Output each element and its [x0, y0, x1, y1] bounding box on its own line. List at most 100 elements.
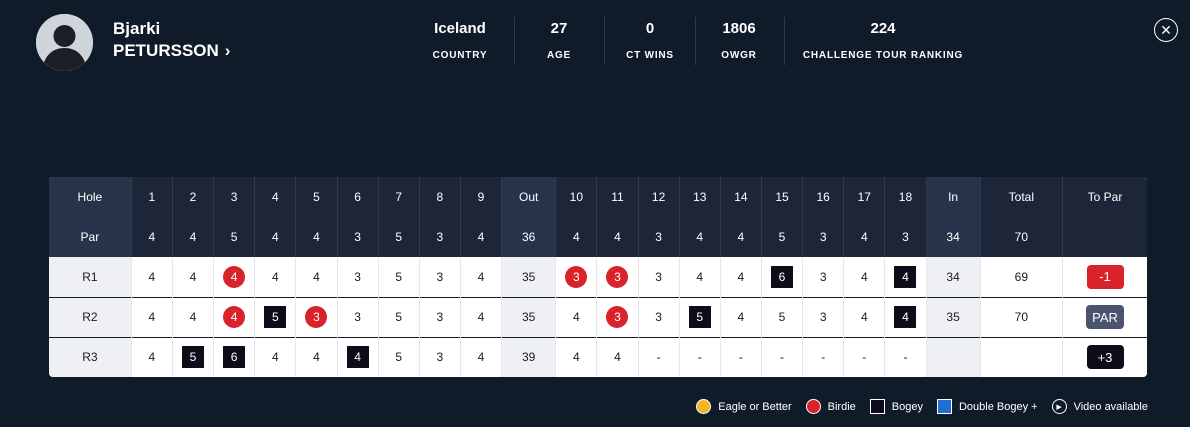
player-header: Bjarki PETURSSON › Iceland COUNTRY 27 AG… — [0, 0, 1190, 90]
legend-label: Birdie — [827, 400, 856, 413]
par-cell: 36 — [501, 217, 557, 257]
round-row-r2: R2 4 4 4 5 3 3 5 3 4 35 4 3 3 5 4 5 3 4 4 35 70 PAR — [49, 296, 1147, 337]
stat-label: AGE — [546, 50, 572, 61]
stat-value: 224 — [870, 20, 896, 37]
stat-ct-wins: 0 CT WINS — [614, 18, 686, 70]
score-cell: 4 — [213, 257, 256, 297]
score-cell: 4 — [295, 257, 338, 297]
score-cell: 5 — [378, 257, 420, 297]
bogey-marker: 6 — [223, 346, 246, 369]
hole-header: 5 — [295, 177, 338, 217]
subtotal-cell: 35 — [501, 257, 557, 297]
par-cell — [1062, 217, 1147, 257]
score-cell: 3 — [596, 257, 639, 297]
player-avatar — [36, 14, 93, 71]
score-cell: 4 — [555, 336, 598, 377]
legend-item-play: ▶ Video available — [1051, 399, 1148, 414]
scorecard-table: Hole 1 2 3 4 5 6 7 8 9 Out 10 11 12 13 14 15 16 17 18 In Tota… — [49, 177, 1147, 377]
round-label: R2 — [49, 296, 132, 337]
par-cell: 4 — [679, 217, 721, 257]
hole-header: 2 — [172, 177, 215, 217]
hole-header: 10 — [555, 177, 598, 217]
hole-header: 12 — [638, 177, 680, 217]
player-name-link[interactable]: Bjarki PETURSSON › — [113, 18, 230, 62]
to-par-badge: -1 — [1086, 264, 1124, 289]
hole-header: 14 — [720, 177, 762, 217]
close-button[interactable]: ✕ — [1154, 18, 1178, 42]
play-icon: ▶ — [1051, 399, 1067, 414]
hole-label: Hole — [49, 177, 132, 217]
close-icon: ✕ — [1160, 22, 1172, 38]
subtotal-cell: 35 — [926, 296, 981, 337]
score-cell: 5 — [761, 296, 804, 337]
stat-label: COUNTRY — [432, 50, 488, 61]
score-cell: 4 — [131, 336, 173, 377]
legend-label: Bogey — [891, 400, 923, 413]
score-cell: 4 — [720, 296, 762, 337]
total-cell — [980, 336, 1064, 377]
subtotal-cell — [926, 336, 981, 377]
par-cell: 4 — [131, 217, 173, 257]
par-cell: 4 — [596, 217, 639, 257]
player-last-name: PETURSSON — [113, 41, 219, 60]
score-cell: 4 — [884, 296, 927, 337]
bogey-marker: 4 — [894, 306, 917, 328]
birdie-marker: 4 — [223, 265, 246, 288]
score-cell: 6 — [213, 336, 256, 377]
chevron-right-icon: › — [224, 41, 231, 60]
par-cell: 70 — [980, 217, 1064, 257]
score-cell: 4 — [254, 257, 297, 297]
player-last-name-row: PETURSSON › — [113, 40, 230, 62]
bogey-marker: 4 — [346, 346, 369, 369]
hole-header: 6 — [337, 177, 379, 217]
legend-item-bogey: Bogey — [869, 399, 923, 414]
eagle-icon — [696, 399, 712, 414]
score-cell: 4 — [843, 296, 886, 337]
legend-label: Double Bogey + — [958, 400, 1038, 413]
stat-challenge-tour-ranking: 224 CHALLENGE TOUR RANKING — [798, 18, 968, 70]
score-cell: 5 — [378, 296, 420, 337]
silhouette-icon — [36, 14, 93, 71]
hole-header: 4 — [254, 177, 297, 217]
bogey-marker: 5 — [264, 306, 287, 328]
birdie-icon — [805, 399, 821, 414]
round-label: R3 — [49, 336, 132, 377]
subtotal-cell: 39 — [501, 336, 557, 377]
stat-label: CT WINS — [626, 50, 674, 61]
birdie-marker: 3 — [606, 306, 629, 328]
legend-label: Eagle or Better — [718, 400, 792, 413]
stat-value: 0 — [645, 20, 655, 37]
score-cell: 3 — [638, 257, 680, 297]
hole-header: 3 — [213, 177, 256, 217]
score-cell: 3 — [337, 257, 379, 297]
stat-divider — [695, 17, 696, 65]
par-cell: 3 — [638, 217, 680, 257]
score-cell: 3 — [802, 296, 845, 337]
score-cell: 3 — [419, 296, 461, 337]
round-row-r1: R1 4 4 4 4 4 3 5 3 4 35 3 3 3 4 4 6 3 4 4 34 69 -1 — [49, 257, 1147, 297]
hole-header: 18 — [884, 177, 927, 217]
hole-header: To Par — [1062, 177, 1147, 217]
stat-label: CHALLENGE TOUR RANKING — [802, 50, 964, 61]
stat-label: OWGR — [721, 50, 757, 61]
score-cell: 3 — [555, 257, 598, 297]
bogey-marker: 5 — [182, 346, 204, 369]
par-cell: 4 — [172, 217, 215, 257]
par-cell: 4 — [843, 217, 886, 257]
to-par-badge: +3 — [1086, 345, 1124, 370]
score-cell: 4 — [254, 336, 297, 377]
hole-header: 7 — [378, 177, 420, 217]
hole-header: 11 — [596, 177, 639, 217]
score-cell: 4 — [679, 257, 721, 297]
score-cell: - — [761, 336, 804, 377]
to-par-cell: PAR — [1062, 296, 1147, 337]
bogey-marker: 6 — [771, 265, 794, 288]
stat-divider — [604, 17, 605, 65]
score-cell: 3 — [638, 296, 680, 337]
hole-row: Hole 1 2 3 4 5 6 7 8 9 Out 10 11 12 13 14 15 16 17 18 In Tota… — [49, 177, 1147, 217]
hole-header: Out — [501, 177, 557, 217]
score-cell: 3 — [295, 296, 338, 337]
par-cell: 4 — [555, 217, 598, 257]
score-cell: 4 — [172, 257, 215, 297]
score-cell: - — [720, 336, 762, 377]
